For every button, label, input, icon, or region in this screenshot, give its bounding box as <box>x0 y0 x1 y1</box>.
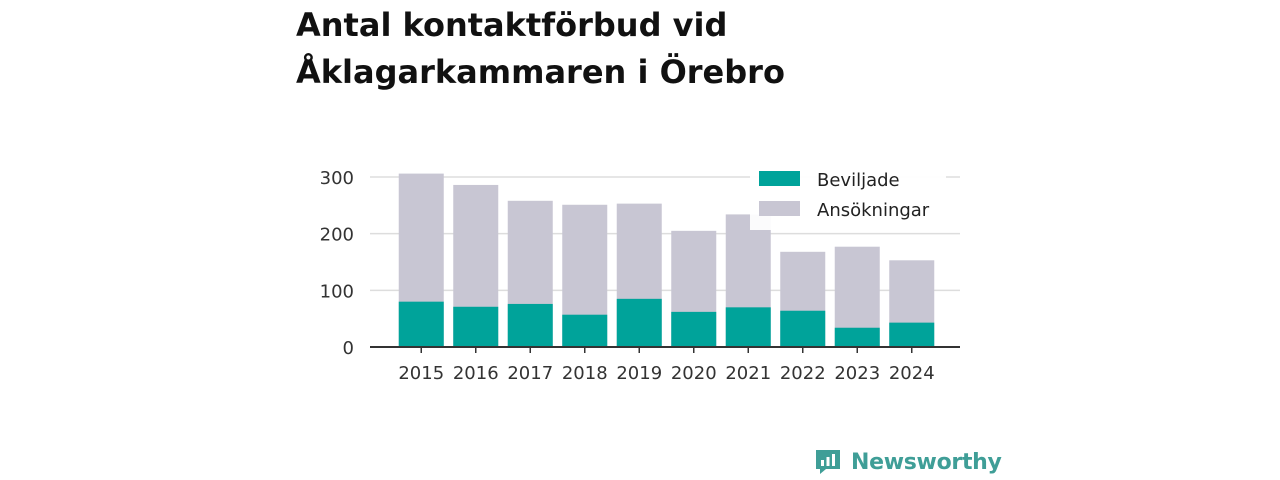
y-tick-label: 300 <box>320 168 354 189</box>
newsworthy-logo-icon <box>816 450 840 474</box>
newsworthy-brand: Newsworthy <box>814 444 1002 480</box>
x-tick-label: 2022 <box>780 363 826 384</box>
bar-beviljade <box>616 298 662 347</box>
bar-beviljade <box>562 314 608 347</box>
legend-label: Ansökningar <box>817 200 930 221</box>
bar-beviljade <box>398 301 444 347</box>
bar-beviljade <box>671 311 717 347</box>
bar-beviljade <box>834 327 880 347</box>
y-tick-label: 100 <box>320 281 354 302</box>
legend-swatch <box>759 171 800 186</box>
x-axis-tick-labels: 2015 2016 2017 2018 2019 2020 2021 2022 2023 2024 <box>398 347 935 384</box>
bar-beviljade <box>780 310 826 347</box>
x-tick-label: 2018 <box>562 363 608 384</box>
legend: Beviljade Ansökningar <box>750 166 946 230</box>
brand-name: Newsworthy <box>851 449 1002 475</box>
legend-label: Beviljade <box>817 170 900 191</box>
x-tick-label: 2015 <box>398 363 444 384</box>
beviljade-bars <box>398 298 935 347</box>
bar-beviljade <box>507 303 553 347</box>
y-tick-label: 200 <box>320 225 354 246</box>
x-tick-label: 2017 <box>507 363 553 384</box>
bar-beviljade <box>453 306 499 347</box>
bar-beviljade <box>889 322 935 347</box>
legend-swatch <box>759 201 800 216</box>
x-tick-label: 2019 <box>616 363 662 384</box>
bar-beviljade <box>725 307 771 347</box>
x-tick-label: 2021 <box>725 363 771 384</box>
x-tick-label: 2023 <box>834 363 880 384</box>
x-tick-label: 2024 <box>889 363 935 384</box>
x-tick-label: 2020 <box>671 363 717 384</box>
y-axis-tick-labels: 0 100 200 300 <box>320 168 354 359</box>
y-tick-label: 0 <box>343 338 354 359</box>
x-tick-label: 2016 <box>453 363 499 384</box>
chart-title: Antal kontaktförbud vid Åklagarkammaren … <box>296 6 785 91</box>
